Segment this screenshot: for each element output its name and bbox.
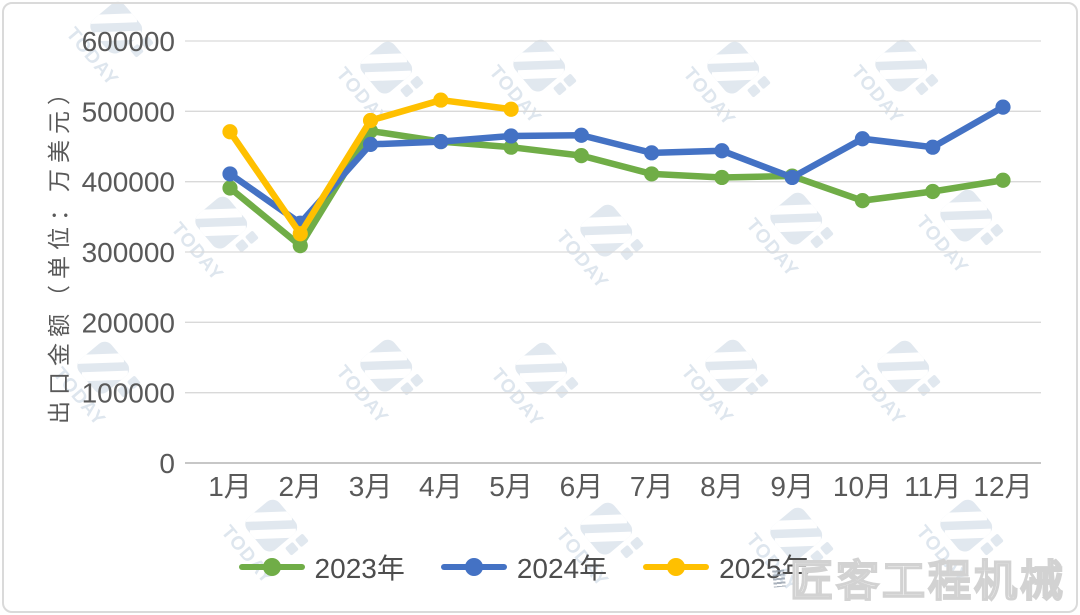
- x-tick-label: 2月: [278, 471, 322, 502]
- legend-item-2025: 2025年: [643, 547, 809, 587]
- data-point-2024年: [995, 99, 1011, 115]
- data-point-2024年: [503, 128, 519, 144]
- data-point-2023年: [714, 169, 730, 186]
- y-axis-title: 出口金额（单位：万美元）: [46, 76, 72, 424]
- legend-label-2025: 2025年: [719, 553, 810, 584]
- data-point-2024年: [222, 166, 238, 182]
- data-point-2024年: [433, 133, 449, 150]
- legend-marker-2023: [238, 558, 305, 576]
- data-point-2024年: [644, 145, 660, 161]
- data-point-2025年: [222, 124, 238, 140]
- data-point-2024年: [854, 131, 871, 147]
- y-tick-label: 200000: [82, 307, 175, 338]
- data-point-2025年: [362, 112, 379, 129]
- x-tick-label: 10月: [833, 471, 892, 502]
- data-point-2024年: [714, 143, 730, 159]
- x-tick-label: 11月: [904, 471, 961, 502]
- y-tick-label: 400000: [82, 167, 175, 198]
- y-tick-label: 0: [159, 448, 175, 479]
- data-point-2025年: [503, 101, 519, 117]
- data-point-2023年: [995, 172, 1011, 188]
- data-point-2024年: [925, 139, 941, 155]
- y-tick-label: 100000: [82, 378, 175, 409]
- y-tick-label: 600000: [82, 26, 175, 57]
- x-tick-label: 5月: [489, 471, 533, 502]
- x-tick-label: 8月: [700, 471, 744, 502]
- brand-watermark: 匠客工程机械: [772, 547, 1066, 609]
- x-tick-label: 4月: [419, 471, 463, 502]
- data-point-2024年: [784, 169, 800, 186]
- data-point-2023年: [644, 166, 660, 182]
- y-tick-label: 300000: [82, 237, 175, 268]
- x-tick-label: 12月: [973, 471, 1032, 502]
- legend-item-2023: 2023年: [238, 547, 405, 587]
- x-tick-label: 7月: [630, 471, 674, 502]
- data-point-2024年: [573, 127, 589, 143]
- x-tick-label: 1月: [208, 471, 252, 502]
- legend: 2023年 2024年 2025年: [0, 547, 1064, 587]
- legend-label-2024: 2024年: [516, 553, 608, 584]
- data-point-2025年: [433, 92, 449, 108]
- series-line-2024年: [226, 103, 1007, 227]
- legend-label-2023: 2023年: [314, 553, 405, 584]
- x-tick-label: 3月: [349, 471, 393, 502]
- legend-marker-2025: [643, 558, 710, 576]
- series-line-2023年: [226, 127, 1007, 249]
- small-logo-mark: [772, 568, 786, 588]
- y-tick-label: 500000: [82, 96, 175, 127]
- data-point-2023年: [292, 238, 308, 254]
- data-point-2023年: [222, 180, 238, 196]
- legend-marker-2024: [440, 558, 507, 576]
- data-point-2024年: [362, 136, 379, 152]
- data-point-2023年: [573, 148, 589, 164]
- data-point-2023年: [925, 183, 941, 200]
- x-tick-label: 6月: [560, 471, 604, 502]
- data-point-2023年: [854, 193, 871, 209]
- legend-item-2024: 2024年: [440, 547, 608, 587]
- data-point-2023年: [503, 139, 519, 155]
- data-point-2025年: [292, 226, 308, 242]
- brand-watermark-text: 匠客工程机械: [789, 557, 1066, 607]
- x-tick-label: 9月: [770, 471, 814, 502]
